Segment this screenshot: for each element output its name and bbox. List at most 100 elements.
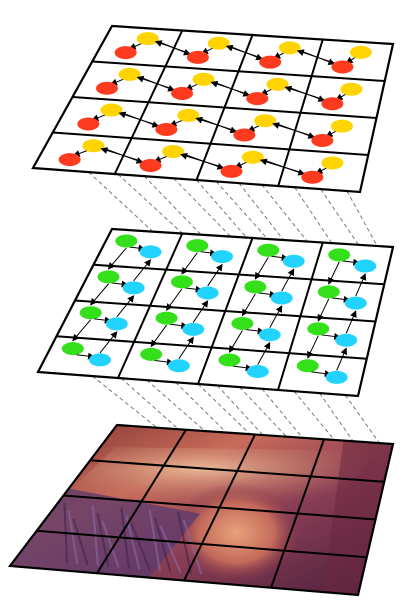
red-node <box>301 170 324 184</box>
yellow-node <box>136 32 159 46</box>
cyan-node <box>182 322 205 336</box>
feather-streak <box>130 522 151 571</box>
grid-line-horizontal <box>63 494 376 521</box>
yellow-node <box>254 114 277 128</box>
cyan-node <box>258 328 281 342</box>
red-node <box>155 122 178 136</box>
red-node <box>95 81 118 95</box>
connector-line <box>293 390 339 445</box>
face-highlight <box>166 472 307 583</box>
feather-streak <box>153 517 172 573</box>
green-node <box>79 306 102 320</box>
yellow-node <box>349 45 372 59</box>
red-node <box>186 50 209 64</box>
image-grid-layer <box>7 423 395 597</box>
cyan-node <box>354 259 377 273</box>
grid-line-horizontal <box>36 529 367 559</box>
red-node <box>171 86 194 100</box>
green-node <box>231 316 254 330</box>
link-arrow <box>192 300 209 323</box>
grid-line-horizontal <box>74 299 376 323</box>
photo-texture <box>10 425 393 595</box>
cyan-node <box>105 317 128 331</box>
cyan-node <box>344 296 367 310</box>
top-grid-layer <box>31 24 395 194</box>
red-node <box>259 55 282 69</box>
connector-line <box>120 377 185 435</box>
cyan-node <box>335 333 358 347</box>
green-node <box>317 285 340 299</box>
connector-line <box>216 385 268 441</box>
connector-line <box>197 383 256 440</box>
link-arrow <box>116 295 135 318</box>
link-arrow <box>336 347 348 371</box>
red-node <box>58 153 81 167</box>
link-arrow <box>207 263 223 287</box>
yellow-node <box>192 72 215 86</box>
cyan-node <box>325 370 348 384</box>
link-arrow <box>99 331 118 354</box>
link-arrow <box>345 310 357 334</box>
yellow-node <box>207 36 230 50</box>
grid-line-horizontal <box>93 263 385 286</box>
cyan-node <box>139 245 162 259</box>
cyan-node <box>88 353 111 367</box>
red-node <box>233 128 256 142</box>
yellow-node <box>177 108 200 122</box>
feather-streak <box>182 519 203 575</box>
connector-line <box>319 392 357 447</box>
green-node <box>61 342 84 356</box>
cyan-node <box>282 254 305 268</box>
connector-line <box>238 182 287 244</box>
cyan-node <box>196 286 219 300</box>
grid-line-horizontal <box>56 335 367 360</box>
cyan-node <box>167 359 190 373</box>
grid-line-horizontal <box>52 131 369 156</box>
green-node <box>97 270 120 284</box>
link-arrow <box>281 268 295 292</box>
yellow-node <box>266 77 289 91</box>
link-arrow <box>257 341 271 365</box>
connector-line <box>92 375 164 433</box>
grid-line-horizontal <box>72 96 377 119</box>
cyan-node <box>211 250 234 264</box>
green-node <box>218 353 241 367</box>
connector-line <box>344 394 384 449</box>
green-node <box>296 359 319 373</box>
yellow-node <box>162 144 185 158</box>
grid-border <box>36 227 395 398</box>
connector-line <box>143 175 205 239</box>
yellow-node <box>241 150 264 164</box>
green-node <box>115 234 138 248</box>
green-node <box>186 239 209 253</box>
green-node <box>244 280 267 294</box>
green-node <box>170 275 193 289</box>
red-node <box>220 164 243 178</box>
red-node <box>77 117 100 131</box>
feather-region <box>10 488 201 578</box>
grid-line-horizontal <box>92 60 385 82</box>
feather-streak <box>67 510 79 565</box>
link-arrow <box>269 305 283 329</box>
grid-border <box>7 423 395 597</box>
red-node <box>331 60 354 74</box>
link-arrow <box>355 273 367 297</box>
green-node <box>328 248 351 262</box>
red-node <box>114 46 137 60</box>
yellow-node <box>82 139 105 153</box>
connector-line <box>294 186 335 247</box>
green-node <box>155 311 178 325</box>
dashed-connectors <box>88 171 384 449</box>
connector-line <box>146 379 211 437</box>
connector-line <box>346 190 380 250</box>
yellow-node <box>321 156 344 170</box>
connector-line <box>173 177 235 241</box>
connector-line <box>261 388 307 444</box>
connector-line <box>117 173 187 237</box>
yellow-node <box>330 119 353 133</box>
red-node <box>246 92 269 106</box>
feather-streak <box>101 520 120 568</box>
green-node <box>140 347 163 361</box>
